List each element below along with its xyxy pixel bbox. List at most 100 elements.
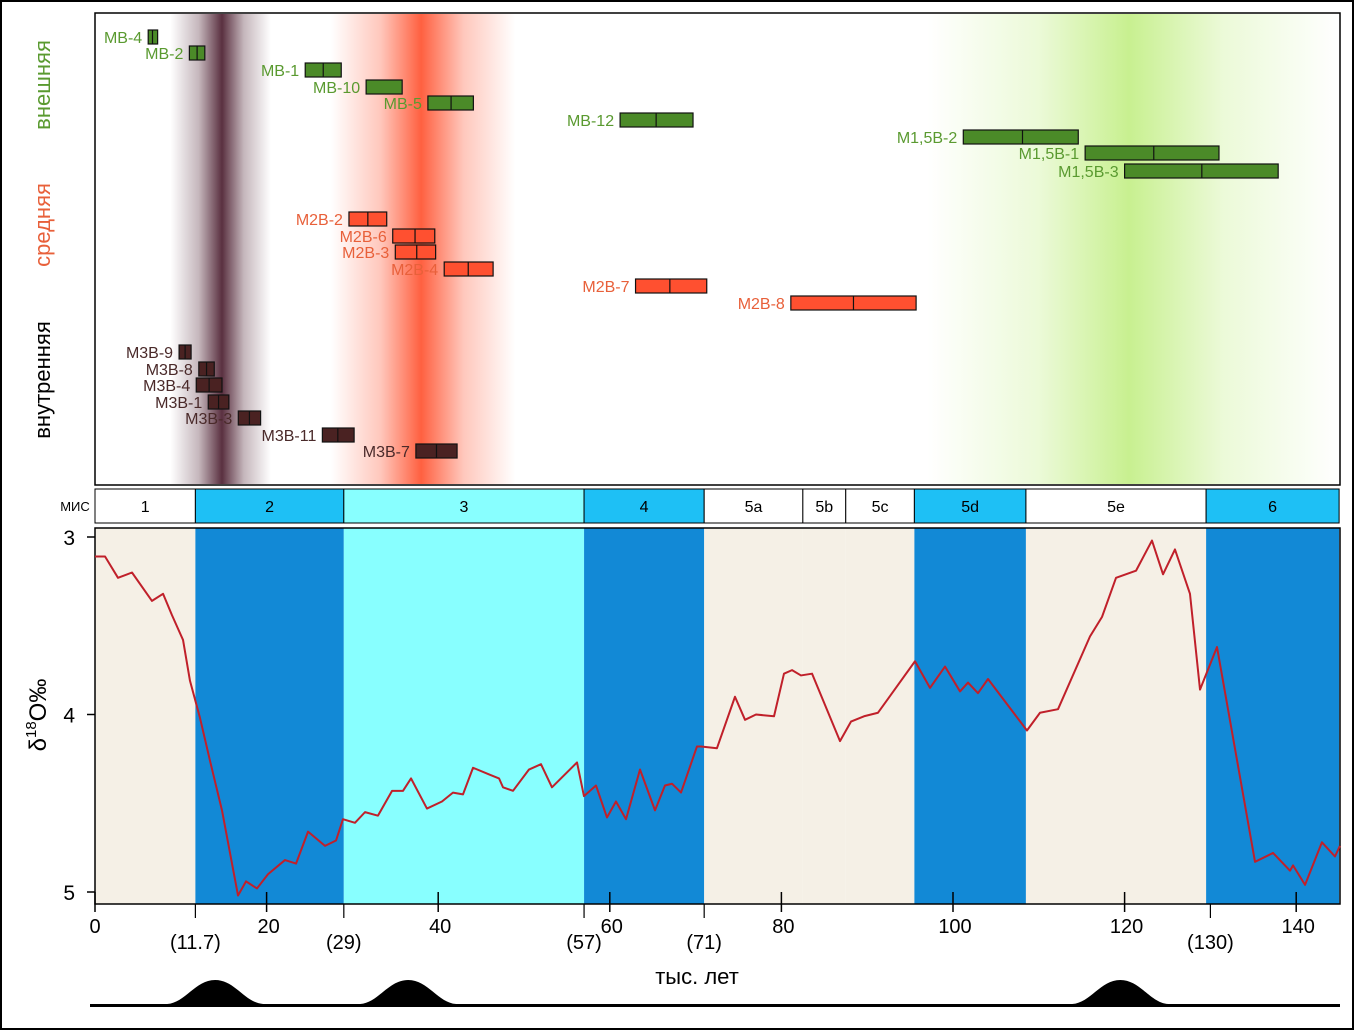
y-label-rest: O‰ <box>25 679 52 722</box>
sample-label: M2B-8 <box>738 296 785 313</box>
x-axis-label: тыс. лет <box>655 964 739 989</box>
plot-border <box>94 527 1341 905</box>
sample-M3B-9: M3B-9 <box>126 344 192 362</box>
sample-bar <box>634 278 708 294</box>
sample-label: MB-10 <box>313 80 360 97</box>
sample-label: M3B-11 <box>262 428 317 445</box>
mis-cell <box>94 488 196 524</box>
sample-MB-5: MB-5 <box>384 95 474 113</box>
mis-band <box>914 528 1026 904</box>
sample-M1,5B-2: M1,5B-2 <box>897 129 1079 147</box>
y-axis-label: δ18O‰ <box>23 679 52 752</box>
sample-MB-1: MB-1 <box>261 62 342 80</box>
sample-M3B-4: M3B-4 <box>143 377 223 395</box>
mis-label: МИС <box>60 499 90 514</box>
mis-band <box>95 528 196 904</box>
x-tick-label: 140 <box>1282 916 1315 938</box>
mis-stage-label: 5a <box>745 499 763 516</box>
sample-MB-12: MB-12 <box>567 112 694 130</box>
x-tick-label: 120 <box>1110 916 1143 938</box>
mis-cell <box>1205 488 1340 524</box>
mis-stage-label: 4 <box>640 499 649 516</box>
mis-stage-label: 5b <box>815 499 833 516</box>
panel-border <box>94 12 1341 486</box>
sample-M2B-6: M2B-6 <box>340 228 436 246</box>
sample-label: M3B-8 <box>146 362 193 379</box>
isotope-series-line <box>95 539 1341 897</box>
sample-M2B-3: M2B-3 <box>342 244 437 262</box>
mis-band <box>845 528 915 904</box>
isotope-plot: 3 4 50 20 40 60 80 100 120 140 (11.7) (29) (57) (71) (… <box>23 527 1341 989</box>
sample-label: M2B-4 <box>391 262 438 279</box>
sample-label: M3B-7 <box>363 444 410 461</box>
sample-MB-2: MB-2 <box>145 45 206 63</box>
x-tick-label: 40 <box>429 916 451 938</box>
boundary-label: (130) <box>1187 932 1234 954</box>
mis-cell <box>845 488 915 524</box>
sample-M2B-8: M2B-8 <box>738 295 917 313</box>
sample-M1,5B-1: M1,5B-1 <box>1019 145 1220 163</box>
sample-label: M1,5B-3 <box>1058 164 1119 181</box>
sample-bar <box>365 79 403 95</box>
y-tick-label: 3 <box>63 527 75 550</box>
y-tick-label: 5 <box>63 882 75 905</box>
sample-MB-10: MB-10 <box>313 79 403 97</box>
sample-M1,5B-3: M1,5B-3 <box>1058 163 1279 181</box>
sample-label: MB-2 <box>145 46 183 63</box>
sample-M3B-3: M3B-3 <box>185 410 262 428</box>
x-tick-label: 20 <box>257 916 279 938</box>
mis-stage-label: 5e <box>1107 499 1125 516</box>
sample-label: M1,5B-2 <box>897 130 958 147</box>
mis-cell <box>583 488 705 524</box>
highlight-band <box>927 14 1340 484</box>
group-label-middle: средняя <box>30 183 55 267</box>
sample-label: M2B-7 <box>582 279 629 296</box>
sample-M3B-11: M3B-11 <box>262 427 355 445</box>
boundary-label: (29) <box>326 932 362 954</box>
pulse-curve <box>90 980 1340 1007</box>
boundary-label: (71) <box>686 932 722 954</box>
mis-band <box>802 528 846 904</box>
sample-M2B-4: M2B-4 <box>391 261 494 279</box>
x-tick-label: 0 <box>89 916 100 938</box>
mis-header: МИС 1 2 3 4 5a 5b 5c 5d 5e 6 <box>60 488 1340 524</box>
sample-label: M3B-3 <box>185 411 232 428</box>
x-tick-label: 100 <box>938 916 971 938</box>
mis-cell <box>194 488 345 524</box>
y-tick-label: 4 <box>63 705 75 728</box>
sample-MB-4: MB-4 <box>104 29 159 47</box>
sample-label: M2B-2 <box>296 212 343 229</box>
sample-M3B-7: M3B-7 <box>363 443 458 461</box>
sample-M3B-1: M3B-1 <box>155 394 230 412</box>
mis-cell <box>343 488 585 524</box>
mis-stage-label: 1 <box>141 499 150 516</box>
y-label-sup: 18 <box>23 721 40 738</box>
mis-stage-label: 5c <box>872 499 889 516</box>
sample-label: M2B-3 <box>342 245 389 262</box>
mis-band <box>1025 528 1207 904</box>
mis-stage-label: 2 <box>265 499 274 516</box>
sample-M3B-8: M3B-8 <box>146 361 215 379</box>
sample-M2B-7: M2B-7 <box>582 278 708 296</box>
sample-bar <box>392 228 436 244</box>
sample-bar <box>962 129 1079 145</box>
sample-label: M2B-6 <box>340 229 387 246</box>
mis-cell <box>1025 488 1207 524</box>
mis-band <box>195 528 344 904</box>
sample-label: M1,5B-1 <box>1019 146 1080 163</box>
group-label-outer: внешняя <box>30 40 55 130</box>
sample-label: MB-4 <box>104 30 142 47</box>
sample-M2B-2: M2B-2 <box>296 211 388 229</box>
pulse-track <box>90 980 1340 1007</box>
group-label-inner: внутренняя <box>30 321 55 439</box>
mis-stage-label: 5d <box>961 499 979 516</box>
mis-band <box>584 528 705 904</box>
mis-stage-label: 6 <box>1268 499 1277 516</box>
sample-label: M3B-1 <box>155 395 202 412</box>
sample-label: MB-5 <box>384 96 422 113</box>
sample-label: M3B-9 <box>126 345 173 362</box>
sample-bar <box>1084 145 1220 161</box>
sample-label: M3B-4 <box>143 378 190 395</box>
